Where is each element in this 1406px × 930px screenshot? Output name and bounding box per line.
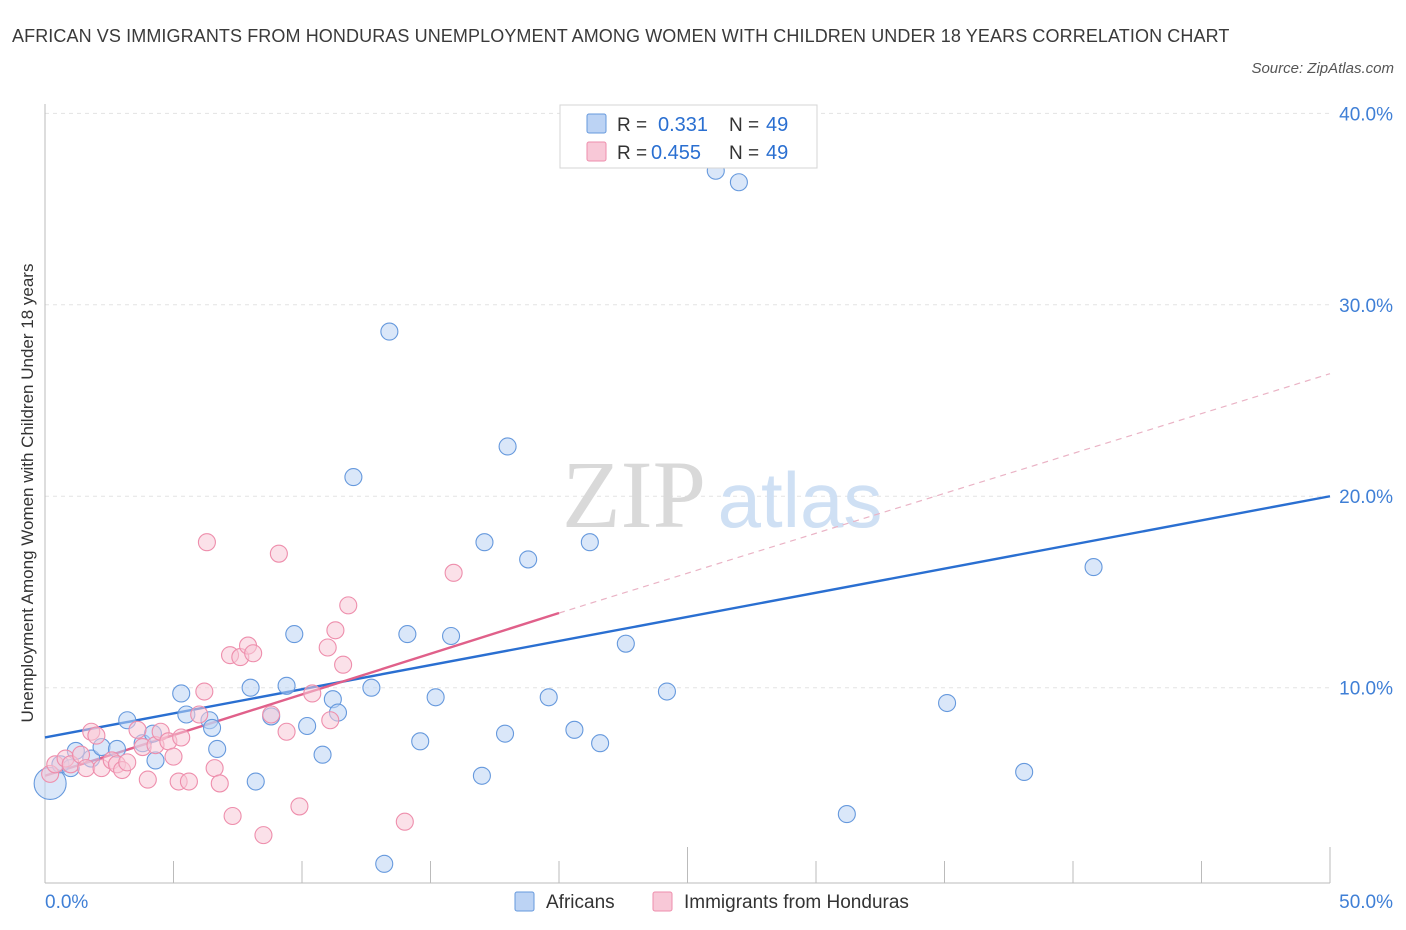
data-point-honduras xyxy=(179,772,198,791)
legend-r-value: 0.331 xyxy=(658,114,708,136)
data-point-africans xyxy=(375,854,394,873)
data-point-africans xyxy=(475,533,494,552)
data-point-africans xyxy=(362,678,381,697)
data-point-honduras xyxy=(164,747,183,766)
data-point-honduras xyxy=(195,682,214,701)
data-points xyxy=(33,161,1103,873)
data-point-africans xyxy=(938,693,957,713)
source-label: Source: ZipAtlas.com xyxy=(1251,60,1394,77)
data-point-honduras xyxy=(172,728,191,747)
data-point-africans xyxy=(203,718,222,737)
x-tick-label: 0.0% xyxy=(45,892,88,913)
data-point-africans xyxy=(729,173,748,192)
data-point-africans xyxy=(277,676,296,695)
legend-r-label: R = xyxy=(617,115,647,136)
data-point-honduras xyxy=(277,722,296,741)
data-point-honduras xyxy=(138,770,157,789)
legend-series-africans: Africans xyxy=(546,892,615,913)
legend-r-label: R = xyxy=(617,143,647,164)
data-point-africans xyxy=(519,550,538,569)
data-point-africans xyxy=(472,766,491,785)
series-legend: Africans Immigrants from Honduras xyxy=(514,891,909,913)
y-tick-label: 30.0% xyxy=(1339,296,1393,317)
data-point-africans xyxy=(442,626,461,646)
data-point-africans xyxy=(498,437,517,456)
data-point-africans xyxy=(411,732,430,751)
data-point-honduras xyxy=(197,533,216,552)
y-tick-label: 40.0% xyxy=(1339,104,1393,125)
data-point-honduras xyxy=(210,774,229,793)
data-point-honduras xyxy=(190,705,209,724)
data-point-africans xyxy=(539,688,558,707)
y-tick-label: 10.0% xyxy=(1339,679,1393,700)
data-point-honduras xyxy=(318,638,337,657)
axes xyxy=(44,104,1331,884)
data-point-africans xyxy=(313,745,332,764)
trend-line-extension xyxy=(558,373,1331,614)
stats-legend: R = 0.331 N = 49 R = 0.455 N = 49 xyxy=(559,104,818,169)
data-point-africans xyxy=(495,724,515,743)
legend-n-label: N = xyxy=(729,143,759,164)
legend-n-value: 49 xyxy=(766,142,788,164)
data-point-africans xyxy=(1084,558,1103,577)
data-point-africans xyxy=(616,634,635,653)
data-point-africans xyxy=(1015,762,1034,782)
data-point-africans xyxy=(837,805,856,824)
data-point-honduras xyxy=(395,812,414,831)
y-axis-label: Unemployment Among Women with Children U… xyxy=(18,264,37,723)
legend-series-honduras: Immigrants from Honduras xyxy=(684,892,909,913)
data-point-africans xyxy=(172,684,191,703)
data-point-honduras xyxy=(87,726,106,745)
data-point-africans xyxy=(298,716,317,736)
watermark: ZIP atlas xyxy=(562,441,882,548)
data-point-honduras xyxy=(128,720,147,739)
data-point-africans xyxy=(580,533,599,552)
data-point-honduras xyxy=(77,759,96,778)
data-point-africans xyxy=(246,772,265,791)
legend-swatch-africans xyxy=(514,891,535,912)
y-tick-label: 20.0% xyxy=(1339,487,1393,508)
trend-lines xyxy=(44,373,1331,777)
watermark-zip: ZIP xyxy=(562,441,706,548)
data-point-honduras xyxy=(326,621,345,640)
data-point-honduras xyxy=(321,711,340,730)
legend-r-value: 0.455 xyxy=(651,142,701,164)
data-point-africans xyxy=(344,468,363,487)
gridlines xyxy=(45,112,1330,689)
tick-labels: 10.0% 20.0% 30.0% 40.0% 0.0% 50.0% xyxy=(45,104,1393,913)
data-point-honduras xyxy=(339,596,358,615)
data-point-honduras xyxy=(223,806,242,826)
data-point-africans xyxy=(241,678,260,697)
data-point-honduras xyxy=(269,544,288,563)
data-point-africans xyxy=(146,751,165,770)
data-point-honduras xyxy=(205,759,224,778)
chart-title: AFRICAN VS IMMIGRANTS FROM HONDURAS UNEM… xyxy=(12,26,1230,46)
data-point-honduras xyxy=(244,644,263,663)
legend-swatch-honduras xyxy=(586,141,607,162)
data-point-africans xyxy=(398,625,417,644)
x-tick-label: 50.0% xyxy=(1339,892,1393,913)
data-point-africans xyxy=(285,625,304,644)
data-point-africans xyxy=(380,322,399,341)
data-point-honduras xyxy=(254,826,273,845)
legend-swatch-africans xyxy=(586,113,607,134)
data-point-honduras xyxy=(444,563,463,582)
trend-line-africans xyxy=(44,495,1331,739)
legend-n-value: 49 xyxy=(766,114,788,136)
legend-swatch-honduras xyxy=(652,891,673,912)
data-point-honduras xyxy=(262,705,281,724)
trend-line-honduras xyxy=(44,611,560,777)
data-point-africans xyxy=(657,682,676,701)
legend-n-label: N = xyxy=(729,115,759,136)
data-point-honduras xyxy=(334,655,353,674)
data-point-honduras xyxy=(118,753,137,772)
data-point-africans xyxy=(208,739,227,759)
data-point-africans xyxy=(565,720,584,739)
data-point-africans xyxy=(591,734,610,753)
data-point-honduras xyxy=(290,797,309,816)
data-point-honduras xyxy=(303,684,322,703)
watermark-atlas: atlas xyxy=(718,456,883,544)
data-point-africans xyxy=(426,688,445,707)
